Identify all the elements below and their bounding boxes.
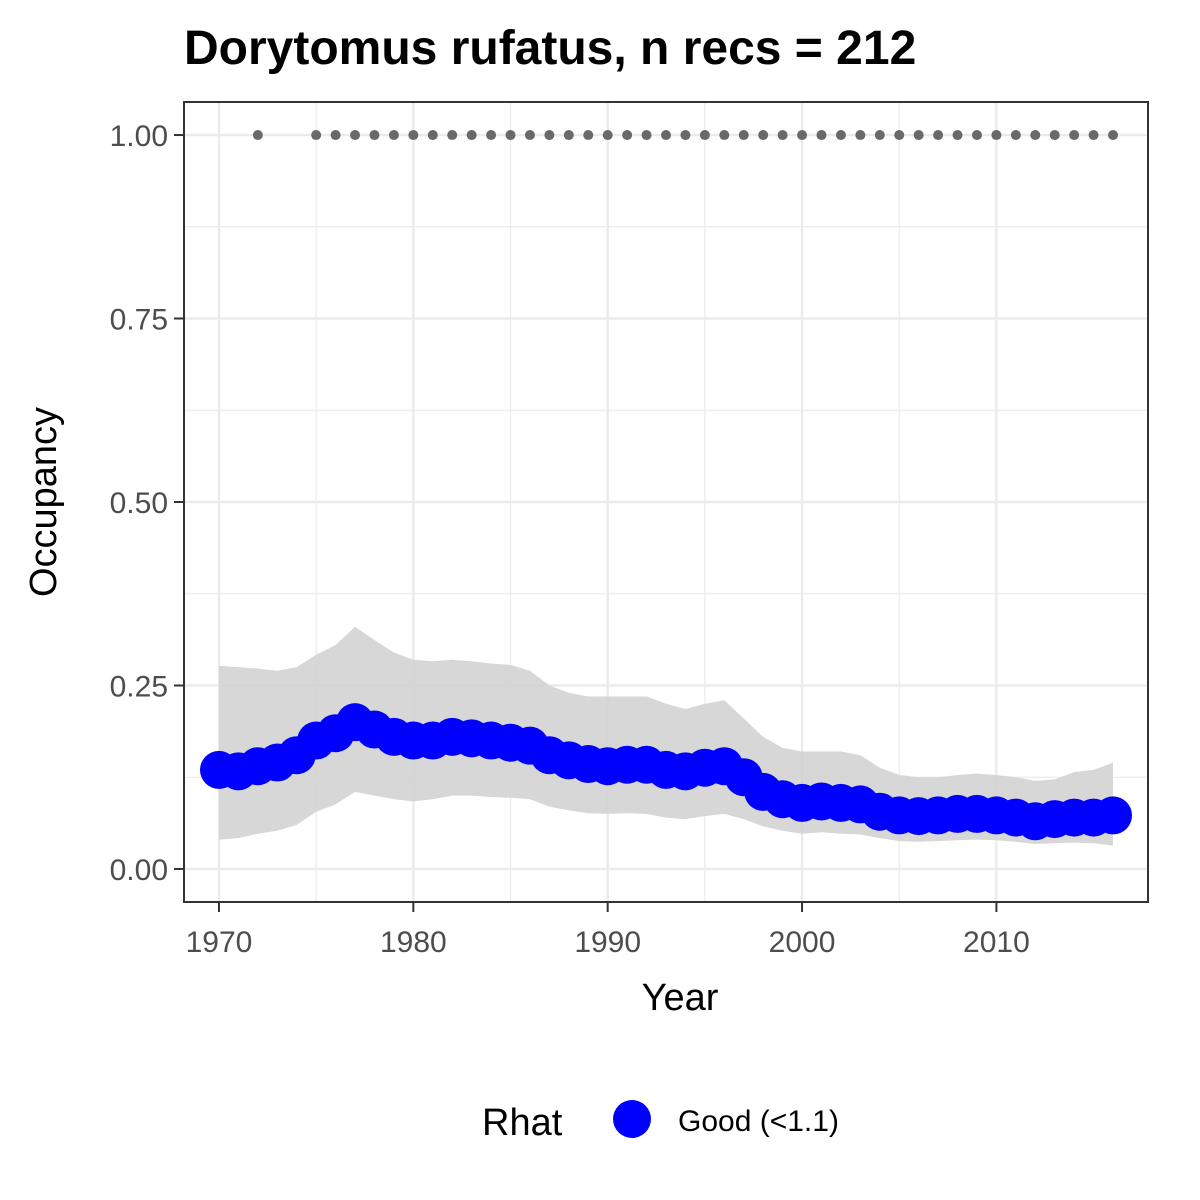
detection-point [583, 130, 594, 141]
detection-point [1049, 130, 1060, 141]
detection-point [1030, 130, 1041, 141]
chart-title: Dorytomus rufatus, n recs = 212 [184, 22, 916, 75]
detection-point [427, 130, 438, 141]
detection-point [544, 130, 555, 141]
plot-panel [183, 101, 1149, 903]
detection-point [971, 130, 982, 141]
detection-point [719, 130, 730, 141]
y-tick-label: 0.75 [110, 304, 168, 337]
detection-point [680, 130, 691, 141]
detection-point [388, 130, 399, 141]
y-tick-label: 1.00 [110, 120, 168, 153]
detection-point [797, 130, 808, 141]
x-tick-label: 1970 [186, 926, 253, 959]
confidence-band-layer [219, 626, 1113, 846]
detection-point [913, 130, 924, 141]
detection-point [602, 130, 613, 141]
occupancy-point [1094, 796, 1133, 835]
x-tick-label: 2010 [963, 926, 1030, 959]
legend-label-good: Good (<1.1) [678, 1105, 839, 1138]
legend-title: Rhat [482, 1102, 563, 1144]
detection-point [661, 130, 671, 141]
detection-point [563, 130, 574, 141]
detection-point [330, 130, 341, 141]
major-gridlines [184, 102, 1148, 902]
y-axis: 0.00 0.25 0.50 0.75 1.00 [110, 120, 184, 887]
detection-point [952, 130, 963, 141]
y-tick-label: 0.25 [110, 670, 168, 703]
detection-point [1069, 130, 1080, 141]
detection-point [855, 130, 866, 141]
detection-point [1010, 130, 1021, 141]
y-tick-label: 0.50 [110, 487, 168, 520]
detection-point [894, 130, 905, 141]
detection-point [758, 130, 769, 141]
detection-point [933, 130, 944, 141]
detection-point [505, 130, 516, 141]
y-tick-label: 0.00 [110, 854, 168, 887]
detection-point [835, 130, 846, 141]
legend: Rhat Good (<1.1) [482, 1100, 839, 1144]
x-tick-label: 1980 [380, 926, 447, 959]
detection-point [641, 130, 652, 141]
x-axis-title: Year [642, 977, 719, 1019]
detection-point [874, 130, 885, 141]
detection-points-layer [252, 130, 1119, 141]
detection-point [350, 130, 361, 141]
detection-point [1088, 130, 1099, 141]
x-tick-label: 1990 [574, 926, 641, 959]
detection-point [699, 130, 710, 141]
detection-point [777, 130, 788, 141]
detection-point [408, 130, 419, 141]
detection-point [816, 130, 827, 141]
occupancy-points-layer [199, 703, 1133, 841]
detection-point [486, 130, 497, 141]
legend-key-good [613, 1100, 651, 1138]
detection-point [524, 130, 535, 141]
y-axis-title: Occupancy [23, 407, 65, 597]
detection-point [622, 130, 633, 141]
detection-point [447, 130, 458, 141]
x-axis: 1970 1980 1990 2000 2010 [186, 902, 1030, 959]
detection-point [738, 130, 749, 141]
detection-point [991, 130, 1002, 141]
detection-point [466, 130, 477, 141]
x-tick-label: 2000 [769, 926, 836, 959]
detection-point [1108, 130, 1119, 141]
confidence-band [219, 626, 1113, 846]
detection-point [252, 130, 263, 141]
detection-point [369, 130, 380, 141]
detection-point [311, 130, 322, 141]
